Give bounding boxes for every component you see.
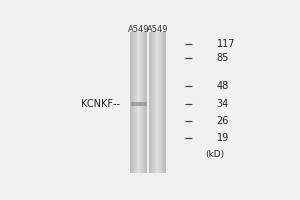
Text: 26: 26: [217, 116, 229, 126]
Text: KCNKF--: KCNKF--: [81, 99, 120, 109]
Text: A549: A549: [146, 25, 168, 34]
Text: 85: 85: [217, 53, 229, 63]
Text: A549: A549: [128, 25, 149, 34]
Bar: [130, 102, 147, 106]
Text: (kD): (kD): [205, 150, 224, 159]
Text: 19: 19: [217, 133, 229, 143]
Text: 34: 34: [217, 99, 229, 109]
Text: 117: 117: [217, 39, 235, 49]
Text: 48: 48: [217, 81, 229, 91]
